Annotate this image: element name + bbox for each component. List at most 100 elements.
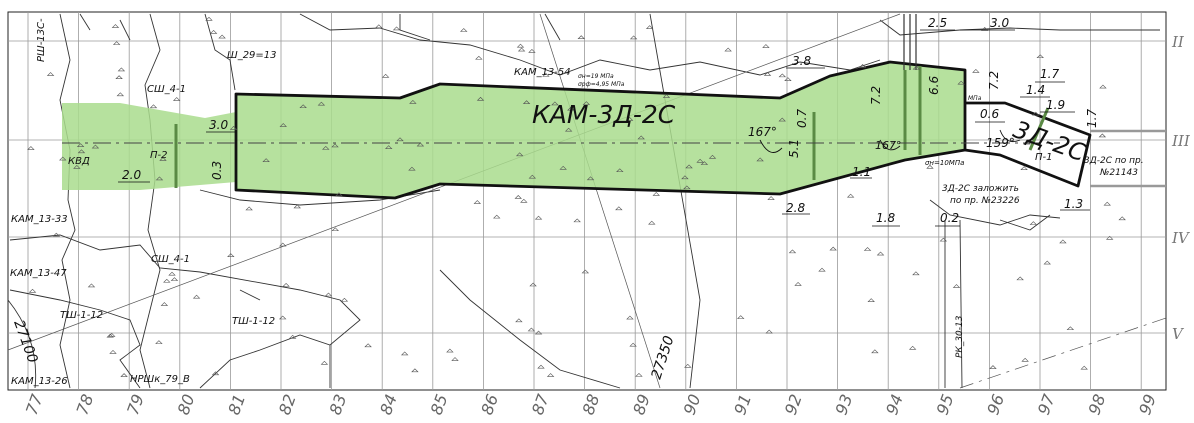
rock-marker bbox=[1080, 365, 1088, 370]
rock-marker bbox=[155, 340, 163, 344]
rock-marker bbox=[1029, 221, 1038, 225]
column-label: 92 bbox=[781, 392, 806, 418]
rock-outlines bbox=[7, 13, 1160, 389]
rock-marker bbox=[708, 154, 717, 159]
rock-marker bbox=[1036, 54, 1044, 59]
label-tsh-1-12b: ТШ-1-12 bbox=[232, 316, 275, 327]
label-sigma2: σрф=4,95 МПа bbox=[578, 81, 625, 88]
rock-marker bbox=[537, 364, 545, 369]
rock-marker bbox=[160, 302, 169, 306]
label-kam-13-33: КАМ_13-33 bbox=[11, 214, 68, 225]
rock-marker bbox=[27, 146, 35, 150]
rock-marker bbox=[980, 27, 989, 31]
rock-marker bbox=[559, 165, 567, 170]
dim-6-6: 6.6 bbox=[927, 76, 941, 95]
label-sh-4-1-mid: СШ_4-1 bbox=[151, 254, 190, 265]
rock-marker bbox=[409, 100, 417, 104]
column-label: 88 bbox=[579, 392, 604, 418]
rock-marker bbox=[629, 342, 637, 347]
note-1a: 3Д-2С по пр. bbox=[1084, 156, 1144, 166]
rock-marker bbox=[288, 334, 297, 339]
rock-marker bbox=[767, 196, 775, 200]
rock-marker bbox=[209, 30, 218, 34]
dim-3-0-left: 3.0 bbox=[209, 118, 228, 132]
rock-marker bbox=[120, 373, 128, 377]
rock-marker bbox=[846, 193, 855, 198]
rock-marker bbox=[515, 152, 524, 157]
rock-marker bbox=[159, 157, 167, 161]
label-sh-4-1-top: СШ_4-1 bbox=[147, 84, 186, 95]
rock-marker bbox=[683, 185, 691, 190]
label-nrshk: НРШк_79_В bbox=[130, 374, 190, 385]
column-label: 99 bbox=[1135, 392, 1160, 418]
rock-marker bbox=[340, 297, 349, 302]
rock-marker bbox=[111, 24, 120, 28]
rock-marker bbox=[331, 227, 340, 232]
rock-marker bbox=[514, 195, 522, 199]
dim-2-0: 2.0 bbox=[122, 168, 141, 182]
rock-marker bbox=[818, 267, 826, 272]
rock-marker bbox=[59, 156, 67, 161]
rock-marker bbox=[629, 35, 638, 40]
dim-5-1: 5.1 bbox=[787, 139, 801, 158]
rock-marker bbox=[858, 64, 867, 68]
column-label: 84 bbox=[376, 392, 401, 418]
drift-title: КАМ-3Д-2С bbox=[532, 100, 676, 129]
row-label: III bbox=[1171, 132, 1191, 150]
rock-marker bbox=[324, 292, 333, 297]
rock-marker bbox=[1032, 111, 1040, 116]
rock-marker bbox=[626, 315, 634, 320]
column-label: 80 bbox=[174, 392, 199, 418]
rock-marker bbox=[1016, 276, 1024, 281]
rock-marker bbox=[662, 94, 671, 98]
section-lines bbox=[903, 14, 1166, 188]
column-label: 78 bbox=[73, 392, 98, 418]
label-rsh: РШ-13С- bbox=[36, 18, 47, 62]
rock-marker bbox=[299, 104, 307, 109]
rock-marker bbox=[192, 294, 201, 299]
column-label: 77 bbox=[22, 391, 47, 417]
rock-marker bbox=[564, 127, 573, 132]
rock-marker bbox=[534, 215, 543, 220]
rock-marker bbox=[681, 175, 689, 180]
label-sh-29-13: Ш_29=13 bbox=[227, 50, 277, 61]
rock-marker bbox=[473, 200, 482, 204]
rock-marker bbox=[52, 232, 61, 237]
column-label: 95 bbox=[933, 392, 958, 418]
rock-marker bbox=[1099, 84, 1107, 89]
rock-marker bbox=[1020, 166, 1028, 170]
dim-3-8: 3.8 bbox=[792, 54, 811, 68]
rock-marker bbox=[408, 166, 416, 171]
rock-hatch bbox=[27, 16, 1126, 377]
rock-marker bbox=[516, 43, 525, 48]
column-label: 90 bbox=[680, 392, 705, 418]
dim-1-7b: 1.7 bbox=[1085, 109, 1099, 128]
rock-marker bbox=[293, 204, 301, 209]
rock-marker bbox=[989, 365, 997, 369]
column-label: 85 bbox=[427, 392, 452, 418]
rock-marker bbox=[737, 315, 745, 319]
rock-marker bbox=[615, 206, 623, 211]
label-p1: П-1 bbox=[1035, 152, 1053, 163]
rock-marker bbox=[1098, 133, 1107, 138]
rock-marker bbox=[77, 149, 86, 154]
label-tsh-1-12a: ТШ-1-12 bbox=[60, 310, 103, 321]
column-label: 94 bbox=[882, 392, 907, 418]
angle-167b: 167° bbox=[875, 139, 902, 152]
rock-marker bbox=[696, 158, 704, 163]
column-label: 79 bbox=[123, 392, 148, 418]
rock-marker bbox=[364, 343, 372, 348]
rock-marker bbox=[475, 55, 483, 60]
label-sigma3: σн=10МПа bbox=[925, 159, 964, 167]
rock-marker bbox=[331, 143, 339, 148]
rock-marker bbox=[788, 249, 797, 254]
rock-marker bbox=[218, 34, 226, 39]
dim-1-1: 1.1 bbox=[852, 165, 871, 179]
note-2b: по пр. №23226 bbox=[950, 196, 1020, 206]
rock-marker bbox=[527, 327, 536, 332]
rock-marker bbox=[1043, 260, 1051, 265]
rock-marker bbox=[867, 298, 875, 302]
rock-marker bbox=[957, 80, 965, 85]
rock-marker bbox=[317, 101, 326, 106]
rock-marker bbox=[396, 137, 404, 142]
